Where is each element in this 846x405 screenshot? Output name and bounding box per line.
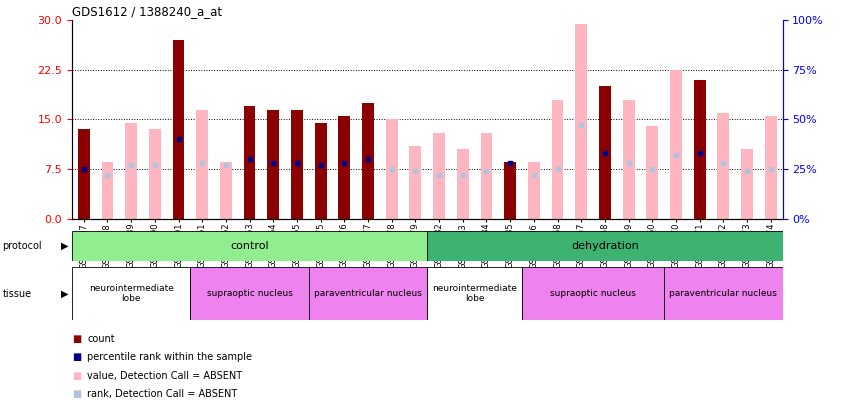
Bar [427, 267, 522, 320]
Bar [717, 113, 729, 219]
Bar [599, 86, 611, 219]
Bar [528, 162, 540, 219]
Bar [149, 130, 161, 219]
Text: ■: ■ [72, 352, 81, 362]
Bar [623, 100, 634, 219]
Bar [409, 146, 421, 219]
Text: dehydration: dehydration [571, 241, 639, 251]
Text: ▶: ▶ [61, 289, 69, 298]
Text: percentile rank within the sample: percentile rank within the sample [87, 352, 252, 362]
Text: control: control [230, 241, 269, 251]
Bar [481, 133, 492, 219]
Bar [552, 100, 563, 219]
Bar [427, 231, 783, 261]
Text: tissue: tissue [3, 289, 31, 298]
Bar [504, 162, 516, 219]
Bar [196, 110, 208, 219]
Text: neurointermediate
lobe: neurointermediate lobe [432, 284, 517, 303]
Text: ■: ■ [72, 389, 81, 399]
Bar [362, 103, 374, 219]
Bar [694, 80, 706, 219]
Bar [646, 126, 658, 219]
Bar [72, 231, 427, 261]
Bar [220, 162, 232, 219]
Text: paraventricular nucleus: paraventricular nucleus [669, 289, 777, 298]
Bar [457, 149, 469, 219]
Bar [575, 23, 587, 219]
Text: value, Detection Call = ABSENT: value, Detection Call = ABSENT [87, 371, 242, 381]
Text: supraoptic nucleus: supraoptic nucleus [550, 289, 636, 298]
Text: ▶: ▶ [61, 241, 69, 251]
Text: supraoptic nucleus: supraoptic nucleus [206, 289, 293, 298]
Bar [125, 123, 137, 219]
Bar [78, 130, 90, 219]
Text: ■: ■ [72, 371, 81, 381]
Text: count: count [87, 334, 115, 344]
Bar [190, 267, 309, 320]
Text: neurointermediate
lobe: neurointermediate lobe [89, 284, 173, 303]
Bar [244, 106, 255, 219]
Bar [173, 40, 184, 219]
Text: rank, Detection Call = ABSENT: rank, Detection Call = ABSENT [87, 389, 238, 399]
Text: ■: ■ [72, 334, 81, 344]
Bar [291, 110, 303, 219]
Bar [102, 162, 113, 219]
Bar [315, 123, 327, 219]
Bar [267, 110, 279, 219]
Bar [338, 116, 350, 219]
Text: GDS1612 / 1388240_a_at: GDS1612 / 1388240_a_at [72, 5, 222, 18]
Bar [741, 149, 753, 219]
Bar [664, 267, 783, 320]
Bar [386, 119, 398, 219]
Bar [522, 267, 664, 320]
Bar [309, 267, 427, 320]
Text: paraventricular nucleus: paraventricular nucleus [314, 289, 422, 298]
Bar [72, 267, 190, 320]
Bar [670, 70, 682, 219]
Text: protocol: protocol [3, 241, 42, 251]
Bar [765, 116, 777, 219]
Bar [433, 133, 445, 219]
